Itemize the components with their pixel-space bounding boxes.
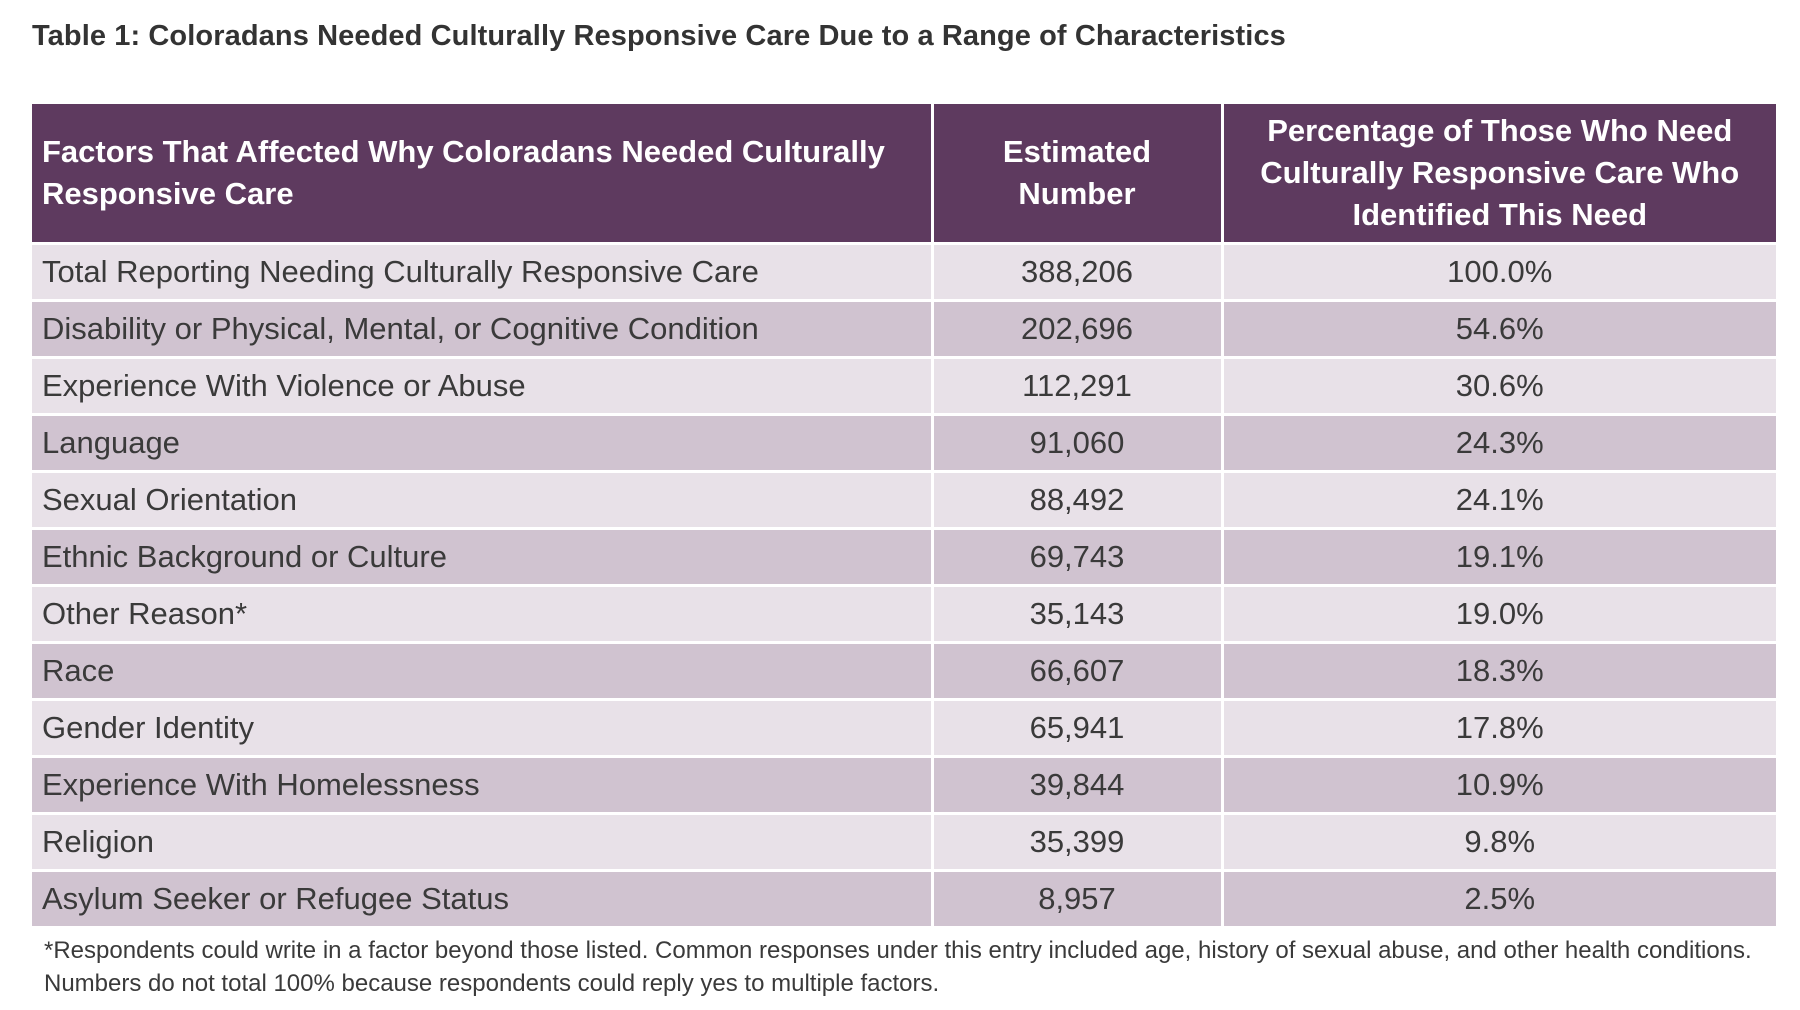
table-header-row: Factors That Affected Why Coloradans Nee… <box>32 104 1776 244</box>
percent-cell: 10.9% <box>1222 755 1776 814</box>
percent-cell: 18.3% <box>1222 641 1776 700</box>
header-factors: Factors That Affected Why Coloradans Nee… <box>32 104 934 244</box>
number-cell: 65,941 <box>932 698 1224 757</box>
table-title: Table 1: Coloradans Needed Culturally Re… <box>32 20 1286 52</box>
table-row: Ethnic Background or Culture 69,743 19.1… <box>32 527 1776 586</box>
table-row: Other Reason* 35,143 19.0% <box>32 584 1776 643</box>
factor-cell: Religion <box>32 812 934 871</box>
table-row: Race 66,607 18.3% <box>32 641 1776 700</box>
percent-cell: 24.1% <box>1222 470 1776 529</box>
number-cell: 388,206 <box>932 242 1224 301</box>
factor-cell: Disability or Physical, Mental, or Cogni… <box>32 299 934 358</box>
data-table: Factors That Affected Why Coloradans Nee… <box>32 104 1776 926</box>
percent-cell: 19.0% <box>1222 584 1776 643</box>
factor-cell: Total Reporting Needing Culturally Respo… <box>32 242 934 301</box>
factor-cell: Asylum Seeker or Refugee Status <box>32 869 934 926</box>
factor-cell: Sexual Orientation <box>32 470 934 529</box>
table-row: Gender Identity 65,941 17.8% <box>32 698 1776 757</box>
number-cell: 35,143 <box>932 584 1224 643</box>
number-cell: 66,607 <box>932 641 1224 700</box>
factor-cell: Race <box>32 641 934 700</box>
factor-cell: Gender Identity <box>32 698 934 757</box>
table-row: Total Reporting Needing Culturally Respo… <box>32 242 1776 301</box>
factor-cell: Experience With Homelessness <box>32 755 934 814</box>
percent-cell: 17.8% <box>1222 698 1776 757</box>
table-row: Language 91,060 24.3% <box>32 413 1776 472</box>
table-row: Experience With Homelessness 39,844 10.9… <box>32 755 1776 814</box>
percent-cell: 30.6% <box>1222 356 1776 415</box>
header-percentage: Percentage of Those Who Need Culturally … <box>1222 104 1776 244</box>
factor-cell: Experience With Violence or Abuse <box>32 356 934 415</box>
number-cell: 8,957 <box>932 869 1224 926</box>
factor-cell: Ethnic Background or Culture <box>32 527 934 586</box>
percent-cell: 19.1% <box>1222 527 1776 586</box>
number-cell: 35,399 <box>932 812 1224 871</box>
table-row: Disability or Physical, Mental, or Cogni… <box>32 299 1776 358</box>
percent-cell: 9.8% <box>1222 812 1776 871</box>
number-cell: 202,696 <box>932 299 1224 358</box>
header-estimated-number: Estimated Number <box>932 104 1224 244</box>
number-cell: 91,060 <box>932 413 1224 472</box>
number-cell: 39,844 <box>932 755 1224 814</box>
footnote: *Respondents could write in a factor bey… <box>44 937 1752 997</box>
factor-cell: Other Reason* <box>32 584 934 643</box>
percent-cell: 24.3% <box>1222 413 1776 472</box>
number-cell: 69,743 <box>932 527 1224 586</box>
number-cell: 112,291 <box>932 356 1224 415</box>
table-row: Asylum Seeker or Refugee Status 8,957 2.… <box>32 869 1776 926</box>
table-row: Religion 35,399 9.8% <box>32 812 1776 871</box>
table-row: Experience With Violence or Abuse 112,29… <box>32 356 1776 415</box>
percent-cell: 2.5% <box>1222 869 1776 926</box>
number-cell: 88,492 <box>932 470 1224 529</box>
factor-cell: Language <box>32 413 934 472</box>
table-row: Sexual Orientation 88,492 24.1% <box>32 470 1776 529</box>
percent-cell: 54.6% <box>1222 299 1776 358</box>
percent-cell: 100.0% <box>1222 242 1776 301</box>
